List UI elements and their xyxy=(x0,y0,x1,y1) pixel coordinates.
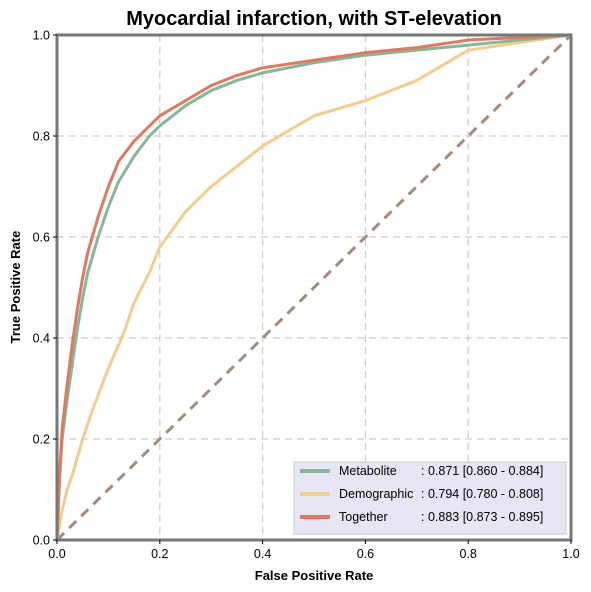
series-line-metabolite xyxy=(55,33,573,542)
y-tick-label: 0.6 xyxy=(33,231,50,245)
chart-title: Myocardial infarction, with ST-elevation xyxy=(126,8,502,30)
y-tick-label: 0.4 xyxy=(33,332,50,346)
legend-items: Metabolite : 0.871 [0.860 - 0.884] Demogra… xyxy=(300,464,543,524)
chance-diagonal xyxy=(55,33,573,542)
x-tick-label: 0.6 xyxy=(357,547,374,561)
legend-box xyxy=(293,461,567,535)
series-layer xyxy=(55,33,573,542)
y-tick-label: 0.8 xyxy=(33,130,50,144)
x-tick-label: 0.4 xyxy=(254,547,271,561)
legend-auc-value: : 0.871 [0.860 - 0.884] xyxy=(421,464,543,478)
series-line-demographic xyxy=(55,33,573,542)
x-tick-label: 0.2 xyxy=(151,547,168,561)
y-axis-label: True Positive Rate xyxy=(8,231,23,344)
y-tick-label: 0.2 xyxy=(33,433,50,447)
y-tick-label: 1.0 xyxy=(33,29,50,43)
legend-auc-value: : 0.883 [0.873 - 0.895] xyxy=(421,510,543,524)
plot-frame xyxy=(55,33,573,542)
legend-series-name: Metabolite xyxy=(339,464,397,478)
legend-auc-value: : 0.794 [0.780 - 0.808] xyxy=(421,487,543,501)
legend-series-name: Together xyxy=(339,510,388,524)
x-tick-label: 0.8 xyxy=(460,547,477,561)
legend-series-name: Demographic xyxy=(339,487,413,501)
y-tick-label: 0.0 xyxy=(33,534,50,548)
gridlines xyxy=(57,35,571,540)
x-tick-label: 1.0 xyxy=(562,547,579,561)
y-axis-ticks: 0.0 0.2 0.4 0.6 0.8 1.0 xyxy=(33,29,57,548)
diagonal-layer xyxy=(55,33,573,542)
x-axis-label: False Positive Rate xyxy=(255,568,374,583)
x-tick-label: 0.0 xyxy=(48,547,65,561)
series-line-together xyxy=(55,33,573,542)
x-axis-ticks: 0.0 0.2 0.4 0.6 0.8 1.0 xyxy=(48,540,580,561)
legend: Metabolite : 0.871 [0.860 - 0.884] Demogra… xyxy=(293,461,567,535)
